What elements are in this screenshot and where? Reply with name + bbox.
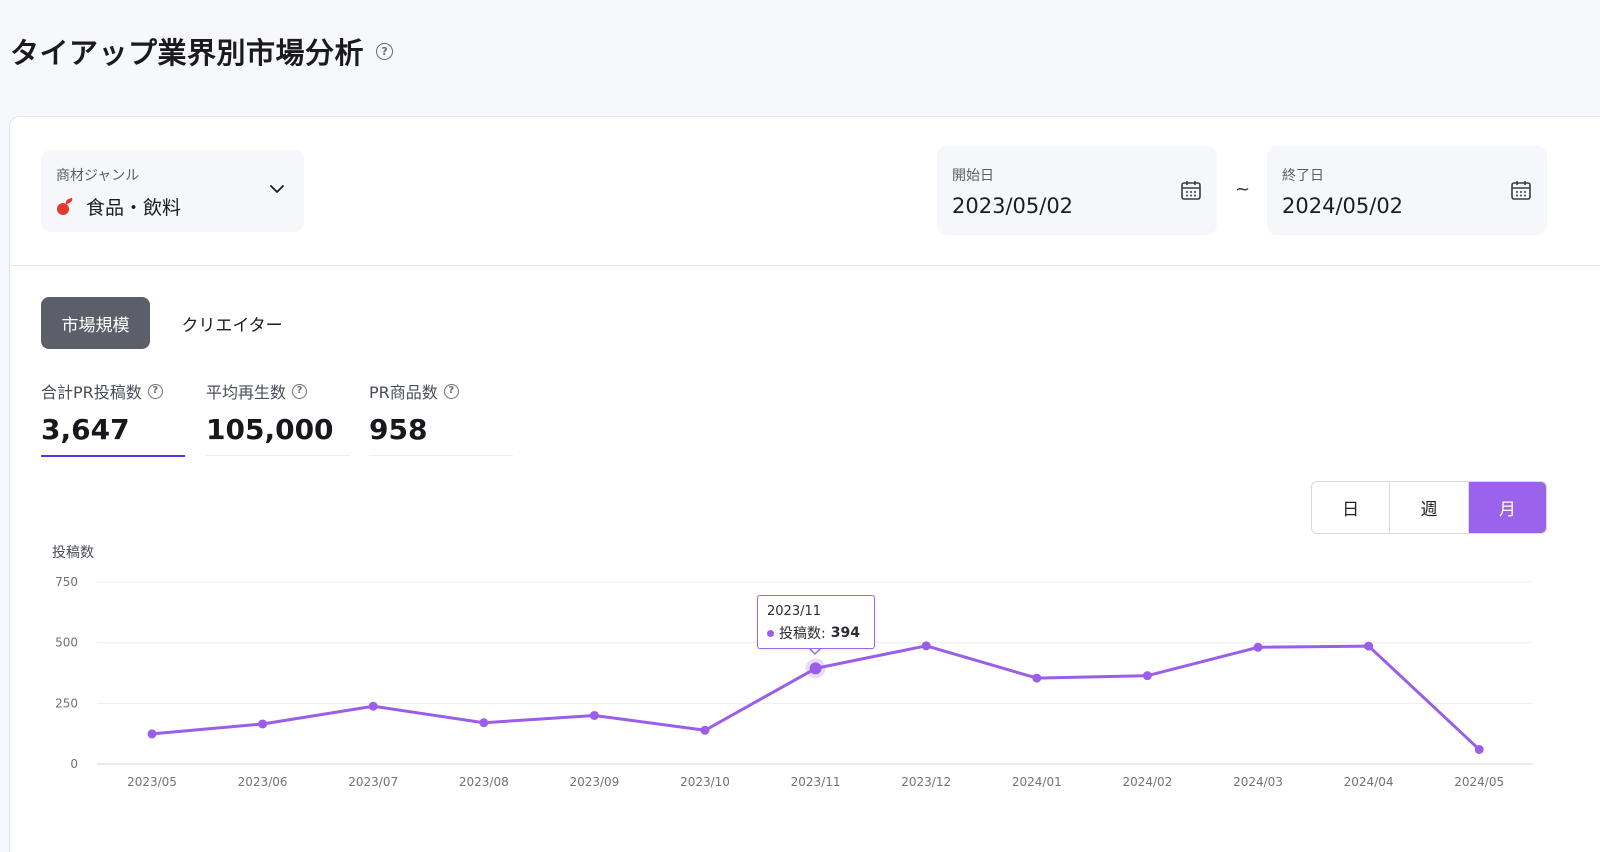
start-date-value: 2023/05/02 (952, 194, 1074, 218)
metric-label: 合計PR投稿数 (41, 383, 142, 402)
start-date-label: 開始日 (952, 168, 994, 184)
x-tick-label: 2024/03 (1233, 775, 1283, 789)
y-axis-label: 投稿数 (52, 545, 94, 561)
data-point (1474, 744, 1484, 754)
data-point (700, 725, 710, 735)
metric-average-views[interactable]: 平均再生数? 105,000 (206, 379, 350, 456)
x-tick-label: 2023/12 (901, 775, 951, 789)
chart-tooltip: 2023/11 投稿数: 394 (757, 595, 875, 649)
x-tick-label: 2023/05 (127, 775, 177, 789)
metric-value: 958 (369, 413, 428, 446)
date-range-separator: ~ (1235, 179, 1251, 200)
data-point (921, 641, 931, 651)
x-tick-label: 2023/11 (791, 775, 841, 789)
x-tick-label: 2023/08 (459, 775, 509, 789)
analysis-card: 商材ジャンル 食品・飲料 開始日 2023/05/02 ~ 終了日 (9, 116, 1600, 852)
period-week-button[interactable]: 週 (1390, 482, 1469, 533)
start-date-field[interactable]: 開始日 2023/05/02 (937, 146, 1217, 235)
y-tick-label: 500 (55, 636, 78, 650)
metric-underline (206, 455, 350, 456)
tooltip-value: 394 (830, 625, 860, 641)
metric-underline (369, 455, 513, 456)
x-tick-label: 2024/05 (1454, 775, 1504, 789)
tooltip-arrow-inner (809, 647, 821, 653)
metric-label: PR商品数 (369, 383, 438, 402)
data-point-highlighted (809, 662, 822, 675)
data-point (258, 719, 268, 729)
end-date-value: 2024/05/02 (1282, 194, 1404, 218)
calendar-icon[interactable] (1510, 179, 1532, 201)
period-day-button[interactable]: 日 (1312, 482, 1391, 533)
genre-label: 商材ジャンル (56, 168, 140, 184)
genre-value: 食品・飲料 (86, 197, 182, 219)
calendar-icon[interactable] (1180, 179, 1202, 201)
x-tick-label: 2023/10 (680, 775, 730, 789)
question-circle-icon[interactable]: ? (443, 383, 459, 399)
metric-label: 平均再生数 (206, 383, 287, 402)
data-point (1032, 673, 1042, 683)
question-circle-icon[interactable]: ? (147, 383, 163, 399)
question-circle-icon[interactable]: ? (292, 383, 308, 399)
x-tick-label: 2023/09 (569, 775, 619, 789)
period-toggle: 日 週 月 (1311, 481, 1547, 534)
tooltip-date: 2023/11 (767, 604, 822, 619)
filter-row: 商材ジャンル 食品・飲料 開始日 2023/05/02 ~ 終了日 (10, 117, 1600, 266)
data-point (147, 729, 157, 739)
metric-value: 105,000 (206, 413, 334, 446)
x-tick-label: 2024/02 (1122, 775, 1172, 789)
y-tick-label: 0 (70, 757, 78, 771)
metric-pr-products[interactable]: PR商品数? 958 (369, 379, 513, 456)
end-date-field[interactable]: 終了日 2024/05/02 (1267, 146, 1547, 235)
chevron-down-icon (270, 185, 284, 193)
apple-icon (56, 197, 74, 216)
data-point (368, 701, 378, 711)
x-tick-label: 2023/06 (238, 775, 288, 789)
end-date-label: 終了日 (1282, 168, 1324, 184)
page-header: タイアップ業界別市場分析 ? (10, 30, 394, 72)
metric-total-pr-posts[interactable]: 合計PR投稿数? 3,647 (41, 379, 185, 457)
data-point (1253, 642, 1263, 652)
genre-select[interactable]: 商材ジャンル 食品・飲料 (41, 150, 304, 232)
tooltip-series-dot (767, 629, 774, 637)
question-circle-icon[interactable]: ? (376, 42, 394, 60)
x-tick-label: 2024/01 (1012, 775, 1062, 789)
period-month-button[interactable]: 月 (1468, 482, 1546, 533)
y-tick-label: 750 (55, 575, 78, 589)
tooltip-series-label: 投稿数: (779, 626, 826, 642)
tab-creators[interactable]: クリエイター (181, 315, 283, 336)
data-point (1364, 641, 1374, 651)
metric-underline (41, 455, 185, 457)
data-point (479, 718, 489, 728)
metric-value: 3,647 (41, 413, 130, 446)
tab-market-size[interactable]: 市場規模 (41, 297, 150, 349)
page-title: タイアップ業界別市場分析 (10, 36, 365, 70)
y-tick-label: 250 (55, 696, 78, 710)
data-point (1142, 671, 1152, 681)
x-tick-label: 2024/04 (1344, 775, 1394, 789)
x-tick-label: 2023/07 (348, 775, 398, 789)
data-point (589, 710, 599, 720)
